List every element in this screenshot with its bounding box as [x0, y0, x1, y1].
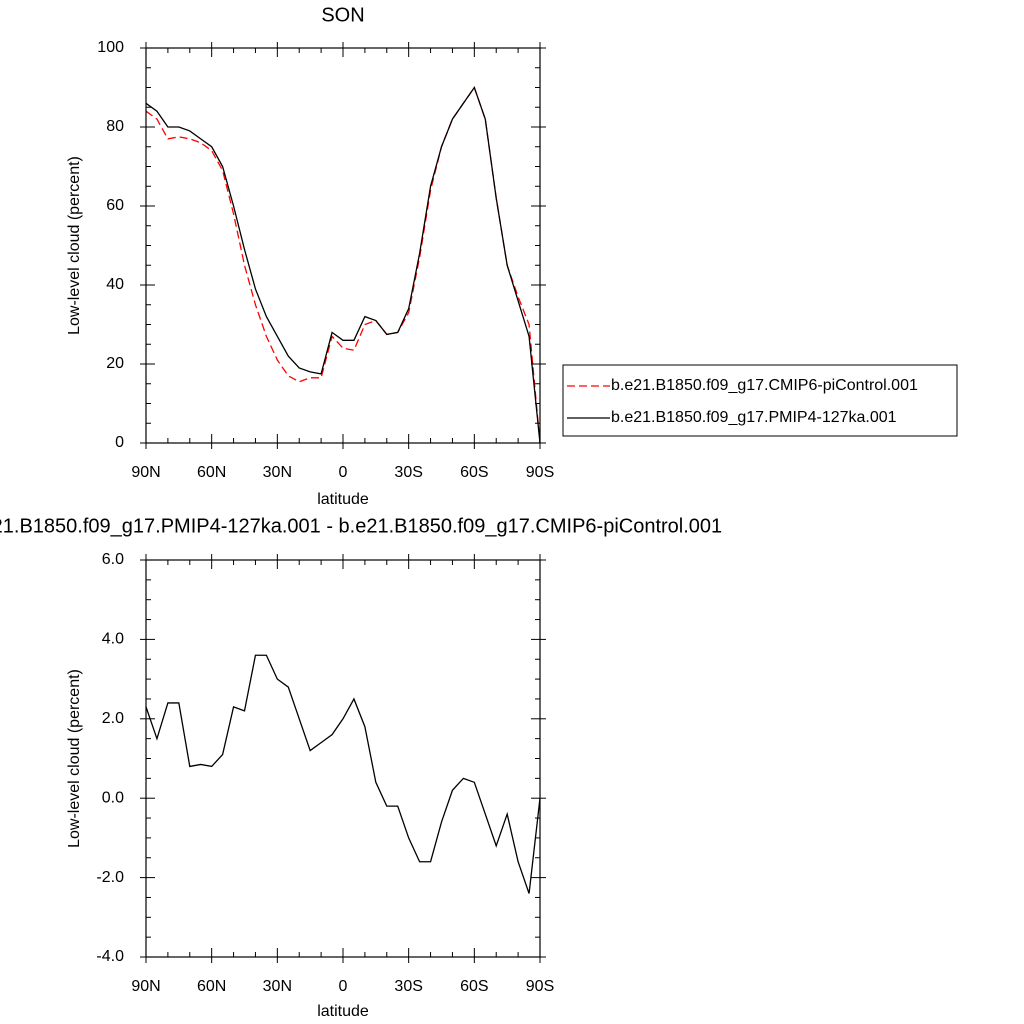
y-tick-label: 4.0: [102, 631, 124, 648]
x-tick-label: 90N: [131, 978, 160, 995]
y-axis-label: Low-level cloud (percent): [66, 669, 83, 848]
x-tick-label: 60S: [460, 464, 488, 481]
y-tick-label: 2.0: [102, 710, 124, 727]
legend-label: b.e21.B1850.f09_g17.CMIP6-piControl.001: [611, 377, 918, 394]
data-line: [145, 86, 541, 444]
chart-title: SON: [321, 4, 364, 26]
plot-frame: [145, 47, 541, 444]
data-line: [145, 86, 541, 444]
x-tick-label: 0: [339, 464, 348, 481]
y-axis-label: Low-level cloud (percent): [66, 156, 83, 335]
x-tick-label: 30S: [394, 978, 422, 995]
x-tick-label: 0: [339, 978, 348, 995]
y-tick-label: 100: [97, 39, 124, 56]
x-tick-label: 30N: [263, 978, 292, 995]
y-tick-label: -4.0: [96, 948, 124, 965]
y-tick-label: -2.0: [96, 869, 124, 886]
data-line: [145, 654, 541, 894]
x-axis-label: latitude: [317, 491, 369, 508]
legend-box: [562, 364, 958, 437]
x-tick-label: 60S: [460, 978, 488, 995]
y-tick-label: 40: [106, 276, 124, 293]
y-tick-label: 6.0: [102, 551, 124, 568]
x-tick-label: 90N: [131, 464, 160, 481]
x-tick-label: 60N: [197, 464, 226, 481]
x-tick-label: 60N: [197, 978, 226, 995]
x-axis-label: latitude: [317, 1003, 369, 1020]
plot-frame: [145, 559, 541, 958]
x-tick-label: 30S: [394, 464, 422, 481]
x-tick-label: 30N: [263, 464, 292, 481]
y-tick-label: 60: [106, 197, 124, 214]
y-tick-label: 0.0: [102, 789, 124, 806]
y-tick-label: 20: [106, 355, 124, 372]
x-tick-label: 90S: [526, 464, 554, 481]
chart-title: b.e21.B1850.f09_g17.PMIP4-127ka.001 - b.…: [0, 515, 722, 537]
x-tick-label: 90S: [526, 978, 554, 995]
y-tick-label: 0: [115, 434, 124, 451]
y-tick-label: 80: [106, 118, 124, 135]
legend-label: b.e21.B1850.f09_g17.PMIP4-127ka.001: [611, 409, 897, 426]
